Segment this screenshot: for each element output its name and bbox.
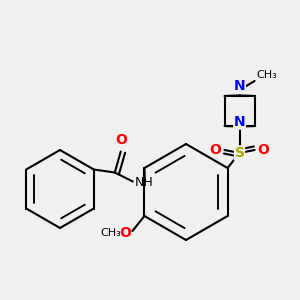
- Text: CH₃: CH₃: [256, 70, 277, 80]
- Text: NH: NH: [134, 176, 153, 190]
- Text: N: N: [234, 115, 245, 129]
- Text: O: O: [119, 226, 131, 240]
- Text: CH₃: CH₃: [100, 228, 121, 239]
- Text: N: N: [234, 79, 245, 93]
- Text: O: O: [258, 143, 269, 157]
- Text: O: O: [210, 143, 222, 157]
- Text: O: O: [115, 133, 127, 147]
- Text: S: S: [235, 146, 244, 160]
